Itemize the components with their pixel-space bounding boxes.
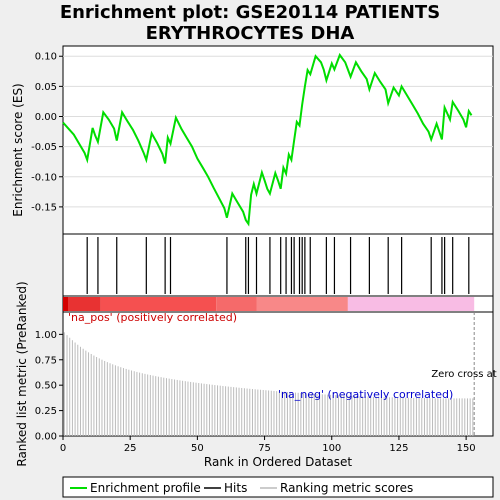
positive-correlation-label: 'na_pos' (positively correlated) <box>68 311 237 324</box>
metric-y-tick-label: 0.25 <box>35 406 57 417</box>
enrichment-y-tick-label: 0.00 <box>35 112 57 123</box>
ranking-bar-segment <box>68 297 100 311</box>
negative-correlation-label: 'na_neg' (negatively correlated) <box>278 388 453 401</box>
metric-x-tick-label: 50 <box>191 443 204 454</box>
enrichment-y-tick-label: -0.05 <box>31 142 57 153</box>
hits-panel-frame <box>63 234 493 296</box>
ranking-color-bar <box>63 297 474 311</box>
ranking-bar-segment <box>216 297 256 311</box>
metric-x-tick-label: 150 <box>457 443 476 454</box>
enrichment-y-tick-label: 0.10 <box>35 52 57 63</box>
metric-y-ticks: 0.00 0.25 0.50 0.75 1.00 <box>35 330 63 443</box>
metric-y-tick-label: 0.75 <box>35 355 57 366</box>
metric-panel-frame <box>63 312 493 436</box>
metric-x-tick-label: 125 <box>389 443 408 454</box>
legend-ranking-metric-scores: Ranking metric scores <box>260 481 413 495</box>
zero-cross-label: Zero cross at <box>431 369 496 380</box>
metric-y-tick-label: 1.00 <box>35 330 57 341</box>
metric-x-axis-label: Rank in Ordered Dataset <box>204 455 352 469</box>
enrichment-y-ticks: 0.10 0.05 0.00 -0.05 -0.10 -0.15 <box>31 52 63 214</box>
metric-x-tick-label: 25 <box>124 443 137 454</box>
metric-x-tick-label: 0 <box>60 443 66 454</box>
metric-y-tick-label: 0.50 <box>35 381 57 392</box>
legend-ranking-metric-scores-label: Ranking metric scores <box>280 481 413 495</box>
enrichment-y-axis-label: Enrichment score (ES) <box>11 83 25 216</box>
metric-x-ticks: 0 25 50 75 100 125 150 <box>60 436 476 454</box>
legend-enrichment-profile-label: Enrichment profile <box>90 481 201 495</box>
legend-enrichment-profile: Enrichment profile <box>70 481 201 495</box>
enrichment-y-tick-label: -0.15 <box>31 202 57 213</box>
metric-x-tick-label: 75 <box>258 443 271 454</box>
enrichment-y-tick-label: -0.10 <box>31 172 57 183</box>
enrichment-panel-frame <box>63 46 493 234</box>
enrichment-y-tick-label: 0.05 <box>35 82 57 93</box>
ranking-bar-segment <box>101 297 217 311</box>
ranking-bar-segment <box>348 297 474 311</box>
metric-y-tick-label: 0.00 <box>35 432 57 443</box>
ranking-bar-segment <box>63 297 68 311</box>
ranking-bar-segment <box>257 297 348 311</box>
metric-y-axis-label: Ranked list metric (PreRanked) <box>15 281 29 466</box>
metric-x-tick-label: 100 <box>322 443 341 454</box>
legend-hits-label: Hits <box>224 481 247 495</box>
